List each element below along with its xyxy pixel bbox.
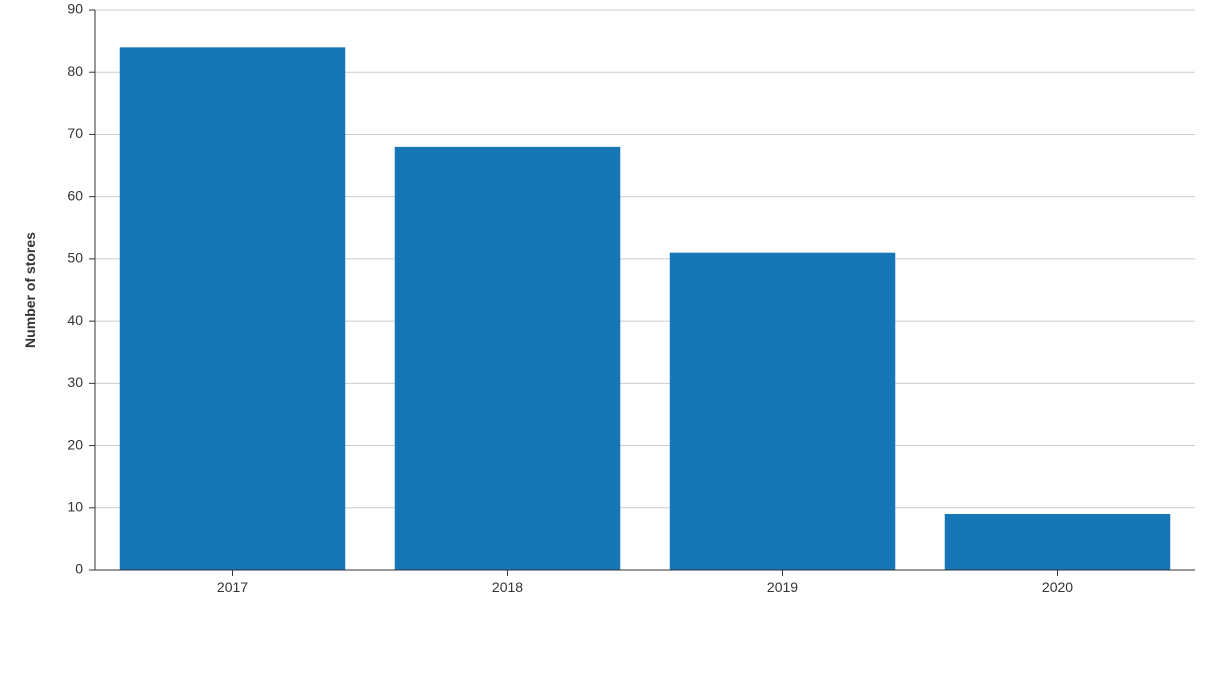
- y-tick-label: 20: [67, 436, 83, 452]
- y-tick-label: 30: [67, 374, 83, 390]
- y-tick-label: 80: [67, 63, 83, 79]
- y-tick-label: 40: [67, 312, 83, 328]
- y-axis-title: Number of stores: [22, 232, 38, 348]
- y-tick-label: 10: [67, 498, 83, 514]
- bar-chart: 0 10 20 30 40 50 60 70 80 90 2017 2018 2019 2020 Numbe…: [0, 0, 1223, 668]
- bar: [945, 514, 1171, 570]
- x-tick-label: 2017: [217, 579, 248, 595]
- bar: [670, 253, 896, 570]
- y-tick-label: 50: [67, 250, 83, 266]
- y-tick-label: 0: [75, 561, 83, 577]
- y-tick-label: 90: [67, 1, 83, 17]
- chart-container: 0 10 20 30 40 50 60 70 80 90 2017 2018 2019 2020 Numbe…: [0, 0, 1223, 673]
- y-tick-label: 70: [67, 125, 83, 141]
- x-tick-label: 2019: [767, 579, 798, 595]
- y-tick-label: 60: [67, 187, 83, 203]
- x-tick-label: 2018: [492, 579, 523, 595]
- bar: [395, 147, 621, 570]
- bar: [120, 47, 346, 570]
- x-tick-label: 2020: [1042, 579, 1073, 595]
